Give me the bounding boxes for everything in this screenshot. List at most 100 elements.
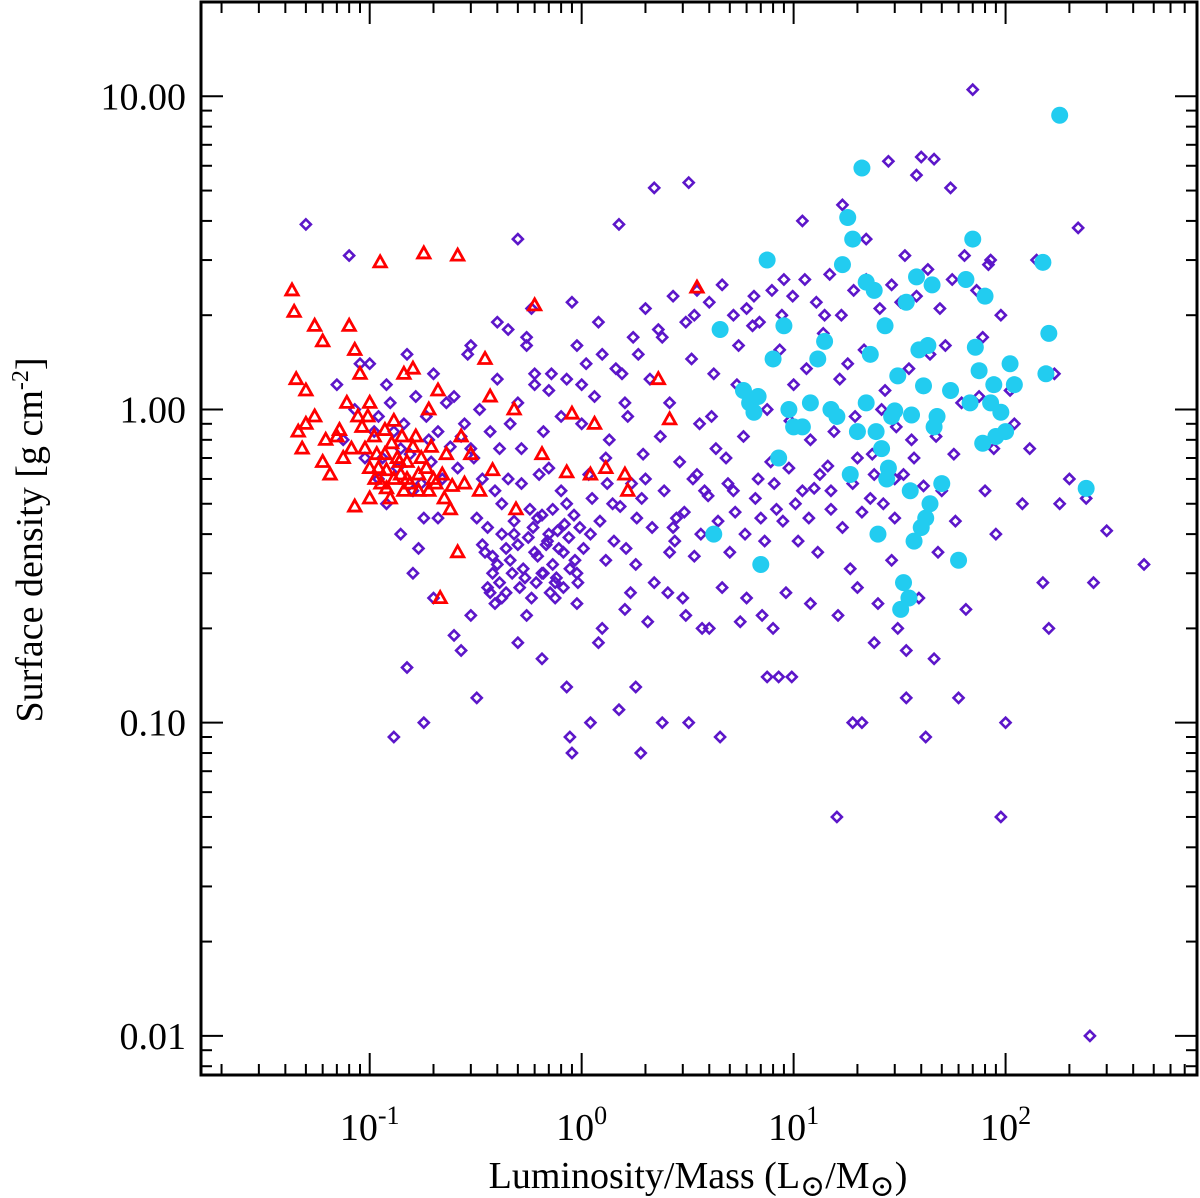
y-tick-labels: 0.01 0.10 1.00 10.00 xyxy=(101,76,187,1058)
triangle-point xyxy=(368,444,386,461)
diamond-point xyxy=(972,389,986,404)
diamond-point xyxy=(859,232,874,246)
diamond-point xyxy=(855,715,869,730)
x-tick-label-base: 10 xyxy=(768,1107,806,1149)
diamond-point xyxy=(850,451,865,465)
y-tick-label: 0.10 xyxy=(120,703,187,745)
diamond-point xyxy=(779,585,793,600)
diamond-point xyxy=(633,746,648,760)
triangle-point xyxy=(287,369,305,386)
diamond-point xyxy=(909,168,924,182)
diamond-point xyxy=(1137,557,1151,572)
x-tick-label-base: 10 xyxy=(980,1107,1018,1149)
triangle-point xyxy=(585,414,604,430)
circle-point xyxy=(865,281,883,299)
triangle-point xyxy=(393,427,411,443)
diamond-point xyxy=(704,409,719,424)
circle-point xyxy=(923,276,941,294)
circle-point xyxy=(841,465,859,483)
circle-point xyxy=(745,403,763,421)
circle-point xyxy=(933,475,951,493)
diamond-point xyxy=(824,483,838,498)
x-tick-label-exp: 2 xyxy=(1018,1101,1031,1130)
diamond-point xyxy=(802,511,816,525)
circle-point xyxy=(1037,365,1055,383)
diamond-point xyxy=(657,483,671,498)
diamond-point xyxy=(721,476,735,491)
diamond-point xyxy=(485,566,500,581)
diamond-point xyxy=(850,580,865,595)
diamond-point xyxy=(907,451,921,465)
diamond-point xyxy=(672,455,687,469)
diamond-point xyxy=(788,496,803,511)
triangle-point xyxy=(385,411,403,427)
diamond-point xyxy=(618,396,632,410)
diamond-point xyxy=(631,347,646,362)
diamond-point xyxy=(989,527,1003,541)
triangle-point xyxy=(404,359,422,375)
triangle-point xyxy=(376,420,394,436)
diamond-point xyxy=(824,502,838,517)
diamond-point xyxy=(975,330,990,345)
circle-point xyxy=(901,482,919,500)
diamond-point xyxy=(503,416,518,431)
y-tick-label: 0.01 xyxy=(120,1016,187,1058)
diamond-point xyxy=(511,635,525,650)
diamond-point xyxy=(752,315,767,330)
diamond-point xyxy=(507,527,521,541)
diamond-point xyxy=(492,441,507,456)
diamond-point xyxy=(612,217,626,232)
diamond-point xyxy=(460,347,475,362)
triangle-point xyxy=(415,244,433,260)
triangle-point xyxy=(597,458,615,475)
diamond-point xyxy=(830,810,844,824)
triangle-point xyxy=(346,340,364,356)
diamond-point xyxy=(662,396,677,410)
diamond-point xyxy=(454,643,468,658)
diamond-point xyxy=(521,530,536,545)
triangle-point xyxy=(435,489,453,505)
x-tick-label: 10-1 xyxy=(340,1101,400,1149)
diamond-point xyxy=(946,447,961,461)
x-tick-label: 100 xyxy=(556,1101,607,1149)
diamond-point xyxy=(809,295,824,310)
diamond-point xyxy=(795,483,810,498)
diamond-point xyxy=(527,377,542,392)
diamond-point xyxy=(715,580,729,595)
diamond-point xyxy=(557,517,572,532)
diamond-point xyxy=(884,278,899,292)
diamond-point xyxy=(605,496,620,511)
diamond-point xyxy=(524,301,539,316)
triangle-point xyxy=(314,452,332,468)
diamond-point xyxy=(480,580,495,595)
diamond-point xyxy=(776,514,790,528)
diamond-point xyxy=(832,372,847,386)
diamond-point xyxy=(574,416,589,431)
circle-point xyxy=(921,495,939,513)
circle-point xyxy=(942,381,960,399)
circle-point xyxy=(886,402,904,420)
diamond-point xyxy=(726,483,741,498)
diamond-point xyxy=(561,530,576,545)
circle-point xyxy=(928,407,946,425)
diamond-point xyxy=(785,289,800,304)
triangle-point xyxy=(505,400,523,416)
circle-point xyxy=(964,230,982,248)
diamond-point xyxy=(848,409,862,424)
diamond-point xyxy=(731,338,746,353)
diamond-point xyxy=(541,383,556,398)
circle-point xyxy=(1005,376,1023,394)
diamond-point xyxy=(411,541,426,556)
triangle-point xyxy=(409,481,428,497)
diamond-point xyxy=(898,248,912,263)
diamond-point xyxy=(494,496,509,511)
diamond-point xyxy=(827,424,841,439)
series-diamonds xyxy=(299,82,1151,1043)
diamond-point xyxy=(431,511,445,525)
diamond-point xyxy=(397,416,411,431)
diamond-point xyxy=(545,502,560,517)
diamond-point xyxy=(431,424,445,439)
diamond-point xyxy=(669,511,684,525)
circle-point xyxy=(974,434,992,452)
triangle-point xyxy=(481,387,499,403)
